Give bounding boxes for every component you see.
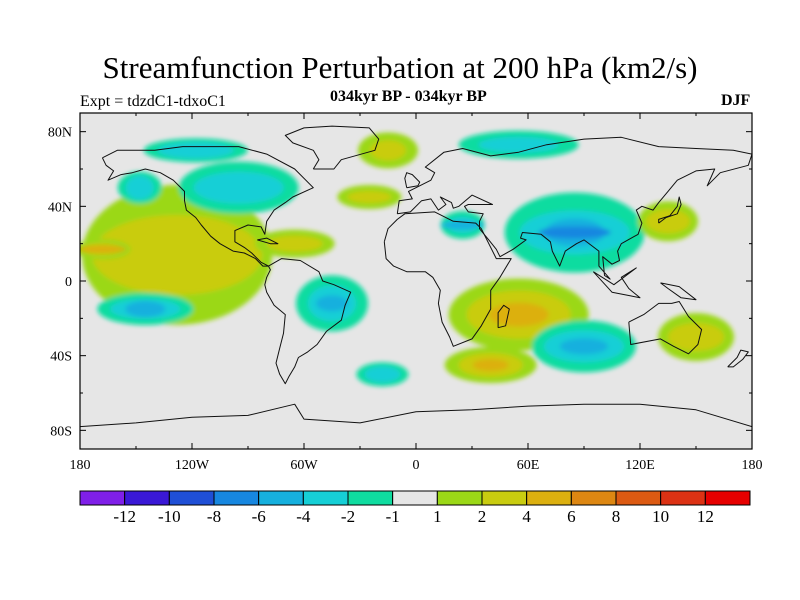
- colorbar-label: 6: [567, 507, 576, 526]
- colorbar: -12 -10 -8 -6 -4 -2 -1 1 2 4 6 8 10 12: [79, 490, 751, 526]
- colorbar-swatch: [168, 490, 215, 506]
- contour-greenland-high-1: [370, 140, 406, 161]
- coastline-eurasia: [396, 136, 752, 280]
- x-tick-label: 60E: [517, 458, 540, 473]
- contour-south-pacific-low-2: [125, 301, 166, 317]
- colorbar-swatch: [79, 490, 126, 506]
- contour-mideast-south-asia-low-3: [538, 226, 611, 239]
- y-tick-label: 40S: [50, 350, 72, 365]
- coastline-uk: [404, 172, 421, 189]
- colorbar-label: -4: [296, 507, 311, 526]
- colorbar-label: 10: [652, 507, 669, 526]
- coastline-japan: [658, 196, 682, 224]
- coastline-greenland: [284, 125, 380, 170]
- colorbar-swatch: [347, 490, 394, 506]
- coastline-cuba: [257, 237, 279, 245]
- coastline-australia: [628, 301, 703, 355]
- colorbar-label: 12: [697, 507, 714, 526]
- contour-fills: [80, 130, 734, 387]
- colorbar-label: -8: [207, 507, 221, 526]
- colorbar-swatch: [436, 490, 483, 506]
- y-tick-label: 0: [65, 275, 72, 290]
- chart-subtitle: 034kyr BP - 034kyr BP: [330, 88, 487, 105]
- x-tick-label: 60W: [290, 458, 318, 473]
- colorbar-label: 8: [612, 507, 621, 526]
- x-tick-label: 180: [70, 458, 91, 473]
- coastline-south-america: [264, 258, 352, 385]
- colorbar-label: 2: [478, 507, 487, 526]
- colorbar-swatch: [392, 490, 438, 506]
- contour-indian-ocean-low-2: [560, 338, 608, 355]
- colorbar-swatch: [302, 490, 349, 506]
- colorbar-swatch: [615, 490, 662, 506]
- contour-caribbean-high-1: [266, 235, 323, 252]
- contour-east-asia-high-1: [646, 209, 690, 234]
- contour-south-indian-high-2: [472, 359, 509, 371]
- contour-africa-indian-high-2: [488, 302, 549, 327]
- colorbar-swatch: [570, 490, 617, 506]
- x-tick-label: 120W: [175, 458, 210, 473]
- contour-north-america-low-1: [193, 171, 284, 204]
- coastline-new-zealand: [727, 349, 749, 368]
- colorbar-label: -2: [341, 507, 355, 526]
- x-tick-label: 120E: [625, 458, 655, 473]
- colorbar-label: -1: [386, 507, 400, 526]
- y-tick-label: 80N: [48, 126, 72, 141]
- y-tick-label: 40N: [48, 200, 72, 215]
- y-tick-label: 80S: [50, 424, 72, 439]
- colorbar-swatch: [481, 490, 528, 506]
- colorbar-label: -10: [158, 507, 181, 526]
- colorbar-swatch: [526, 490, 572, 506]
- contour-eurasia-arctic-low-1: [478, 136, 559, 153]
- contour-north-pacific-high-1: [92, 214, 263, 295]
- contour-alaska-low-1: [125, 175, 154, 200]
- contour-south-atlantic-low-1: [364, 366, 401, 383]
- colorbar-label: 1: [433, 507, 442, 526]
- colorbar-swatch: [660, 490, 706, 506]
- coastline-new-guinea: [660, 282, 697, 301]
- y-axis: 80N 40N 0 40S 80S: [48, 126, 752, 439]
- season-label: DJF: [721, 92, 751, 109]
- contour-arctic-canada-low-1: [157, 142, 234, 159]
- contour-south-america-low-2: [316, 295, 348, 312]
- colorbar-swatch: [124, 490, 170, 506]
- chart-title: Streamfunction Perturbation at 200 hPa (…: [102, 50, 698, 85]
- contour-australia-high-1: [668, 323, 724, 351]
- coastlines: [80, 125, 752, 428]
- colorbar-label: -6: [252, 507, 266, 526]
- colorbar-label: 4: [522, 507, 531, 526]
- coastline-madagascar: [497, 304, 510, 329]
- colorbar-swatch: [704, 490, 751, 506]
- x-axis: 180 120W 60W 0 60E 120E 180: [70, 113, 763, 473]
- colorbar-label: -12: [113, 507, 136, 526]
- map-area: [80, 113, 752, 449]
- coastline-indonesia: [592, 267, 641, 299]
- coastline-antarctica: [80, 403, 752, 428]
- x-tick-label: 0: [413, 458, 420, 473]
- contour-north-atlantic-ridge-1: [347, 191, 392, 203]
- x-tick-label: 180: [742, 458, 763, 473]
- experiment-label: Expt = tdzdC1-tdxoC1: [80, 93, 226, 110]
- colorbar-swatch: [258, 490, 304, 506]
- contour-tropical-pacific-east-2: [80, 245, 127, 254]
- coastline-africa: [383, 211, 512, 347]
- colorbar-swatch: [213, 490, 260, 506]
